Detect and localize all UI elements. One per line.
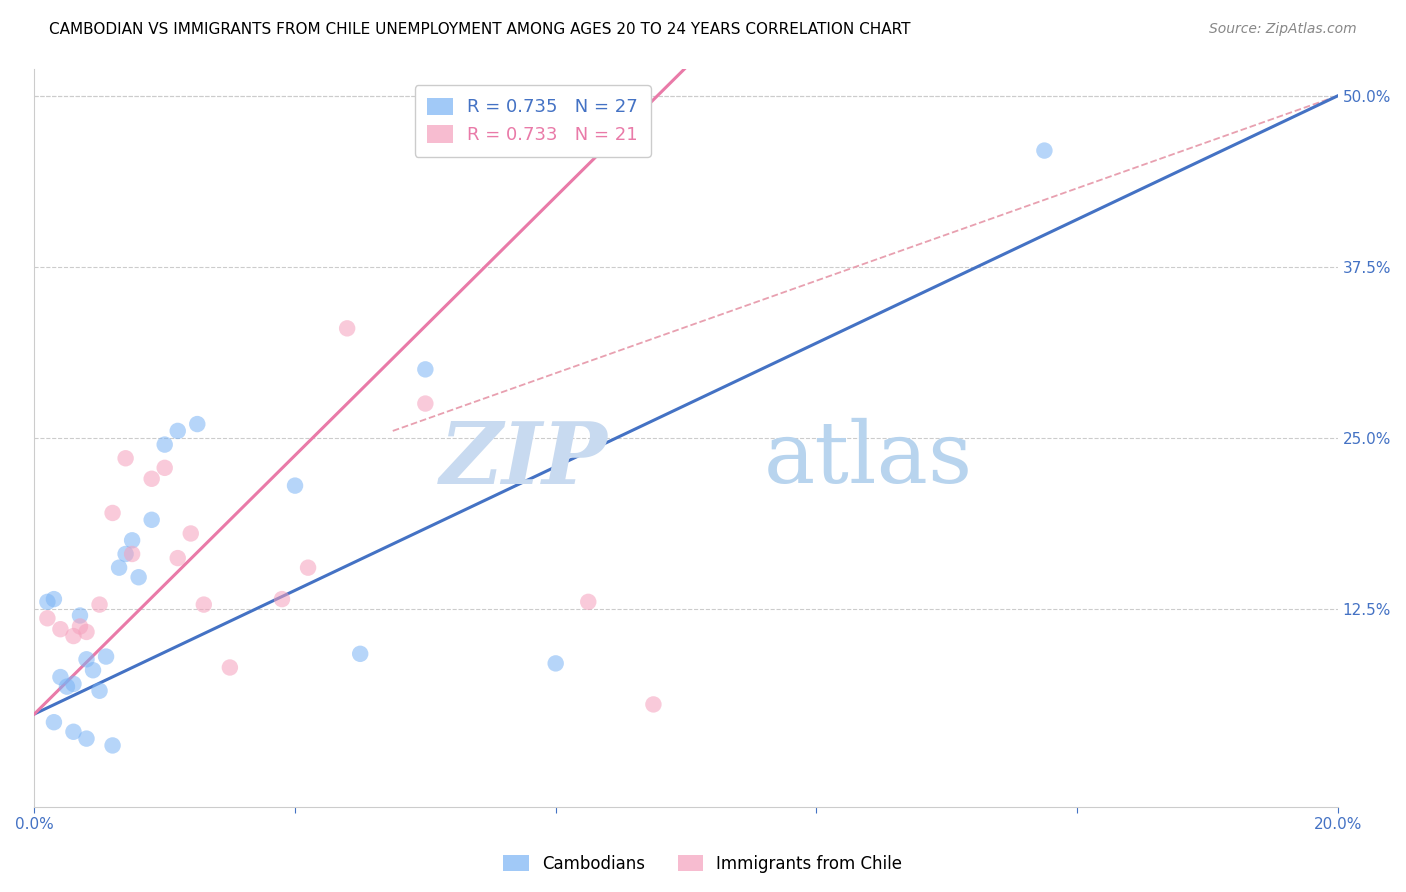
Point xyxy=(415,396,437,410)
Point xyxy=(166,424,188,438)
Text: CAMBODIAN VS IMMIGRANTS FROM CHILE UNEMPLOYMENT AMONG AGES 20 TO 24 YEARS CORREL: CAMBODIAN VS IMMIGRANTS FROM CHILE UNEMP… xyxy=(49,22,911,37)
Point xyxy=(69,619,91,633)
Point xyxy=(415,362,437,376)
Point xyxy=(69,608,91,623)
Point xyxy=(1033,144,1056,158)
Point xyxy=(576,595,599,609)
Point xyxy=(76,731,98,746)
Point xyxy=(89,598,111,612)
Point xyxy=(121,547,143,561)
Point xyxy=(56,680,79,694)
Point xyxy=(141,472,163,486)
Point xyxy=(121,533,143,548)
Point xyxy=(62,677,84,691)
Point xyxy=(193,598,215,612)
Point xyxy=(76,624,98,639)
Point xyxy=(94,649,117,664)
Point xyxy=(128,570,150,584)
Point xyxy=(349,647,371,661)
Point xyxy=(101,739,124,753)
Point xyxy=(62,629,84,643)
Point xyxy=(284,478,307,492)
Text: atlas: atlas xyxy=(765,418,973,501)
Point xyxy=(153,437,176,451)
Point xyxy=(186,417,208,431)
Point xyxy=(76,652,98,666)
Point xyxy=(37,611,59,625)
Point xyxy=(271,592,294,607)
Point xyxy=(62,724,84,739)
Point xyxy=(643,698,665,712)
Point xyxy=(42,715,65,730)
Point xyxy=(544,657,567,671)
Point xyxy=(141,513,163,527)
Point xyxy=(49,622,72,636)
Point xyxy=(37,595,59,609)
Point xyxy=(297,560,319,574)
Text: Source: ZipAtlas.com: Source: ZipAtlas.com xyxy=(1209,22,1357,37)
Point xyxy=(82,663,104,677)
Point xyxy=(218,660,240,674)
Point xyxy=(108,560,131,574)
Point xyxy=(114,451,136,466)
Point xyxy=(49,670,72,684)
Legend: Cambodians, Immigrants from Chile: Cambodians, Immigrants from Chile xyxy=(496,848,910,880)
Point xyxy=(101,506,124,520)
Point xyxy=(166,551,188,566)
Point xyxy=(89,683,111,698)
Point xyxy=(336,321,359,335)
Point xyxy=(114,547,136,561)
Legend: R = 0.735   N = 27, R = 0.733   N = 21: R = 0.735 N = 27, R = 0.733 N = 21 xyxy=(415,85,651,157)
Point xyxy=(180,526,202,541)
Point xyxy=(153,460,176,475)
Text: ZIP: ZIP xyxy=(440,418,607,501)
Point xyxy=(42,592,65,607)
